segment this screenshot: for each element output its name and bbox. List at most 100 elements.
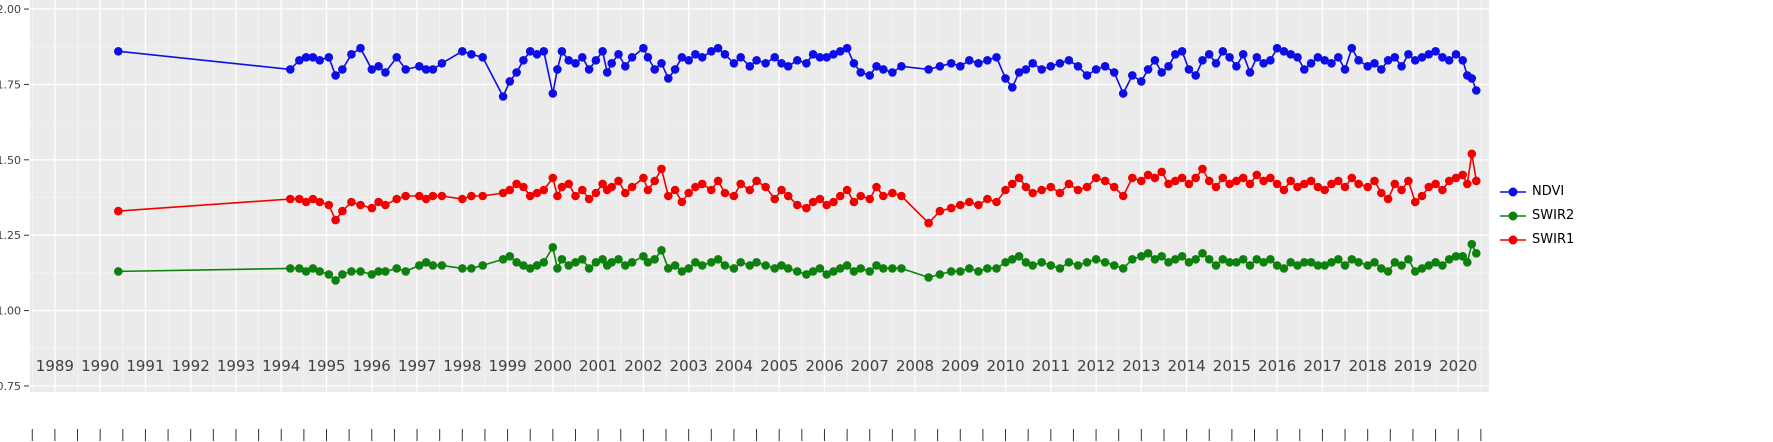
y-tick-label: 0.75 (0, 380, 21, 393)
data-point (512, 68, 521, 77)
data-point (1245, 179, 1255, 189)
data-point (1137, 77, 1146, 86)
data-point (1340, 261, 1350, 270)
data-point (1259, 59, 1268, 68)
data-point (367, 203, 377, 213)
data-point (1472, 86, 1481, 95)
data-point (1424, 50, 1434, 59)
data-point (822, 270, 831, 279)
data-point (1157, 167, 1166, 177)
data-point (308, 194, 318, 204)
data-point (1286, 258, 1295, 267)
data-point (356, 267, 365, 276)
data-point (571, 258, 580, 267)
data-point (761, 261, 770, 270)
data-point (657, 59, 666, 68)
data-point (614, 254, 623, 264)
data-point (1014, 251, 1024, 261)
data-point (621, 62, 630, 71)
data-point (1383, 267, 1393, 276)
data-point (935, 206, 945, 216)
data-point (1150, 254, 1160, 264)
data-point (553, 264, 562, 273)
data-point (650, 65, 659, 74)
data-point (1306, 176, 1316, 186)
data-point (578, 185, 587, 195)
data-point (324, 200, 334, 210)
data-point (539, 185, 549, 195)
data-point (1128, 173, 1137, 183)
data-point (849, 59, 859, 68)
data-point (338, 206, 347, 216)
data-point (1286, 50, 1295, 59)
data-point (553, 191, 562, 201)
data-point (1397, 261, 1406, 270)
data-point (428, 261, 438, 270)
legend-entry-swir1: SWIR1 (1499, 232, 1574, 248)
data-point (1118, 89, 1128, 98)
data-point (1225, 179, 1234, 189)
data-point (1410, 267, 1420, 276)
data-point (301, 53, 311, 62)
x-tick-label: 1998 (443, 357, 481, 375)
data-point (1245, 261, 1255, 270)
data-point (1073, 261, 1083, 270)
data-point (888, 68, 897, 77)
x-tick-label: 1995 (307, 357, 345, 375)
data-point (956, 62, 965, 71)
data-point (1424, 182, 1434, 192)
x-tick-label: 2002 (624, 357, 662, 375)
data-point (713, 254, 723, 264)
data-point (505, 77, 515, 86)
data-point (401, 267, 411, 276)
plot-panel (30, 0, 1489, 392)
data-point (1266, 173, 1275, 183)
data-point (1390, 179, 1400, 189)
data-point (548, 173, 558, 183)
data-point (1300, 179, 1309, 189)
data-point (897, 264, 906, 273)
data-point (639, 173, 648, 183)
data-point (1171, 50, 1180, 59)
data-point (729, 264, 739, 273)
data-point (736, 258, 745, 267)
series-ndvi (114, 43, 1481, 101)
data-point (1137, 251, 1146, 261)
x-tick-label: 2018 (1349, 357, 1387, 375)
data-point (879, 65, 888, 74)
data-point (974, 267, 983, 276)
data-point (783, 191, 793, 201)
data-point (1347, 173, 1357, 183)
data-point (591, 188, 601, 198)
data-point (1320, 261, 1329, 270)
data-point (664, 191, 673, 201)
data-point (1008, 83, 1017, 92)
data-point (849, 267, 859, 276)
data-point (650, 176, 659, 186)
data-point (598, 254, 607, 264)
data-point (1014, 68, 1024, 77)
x-tick-label: 2009 (941, 357, 979, 375)
x-tick-label: 2019 (1394, 357, 1432, 375)
data-point (983, 264, 992, 273)
data-point (1128, 71, 1137, 80)
data-point (1354, 258, 1363, 267)
data-point (1279, 264, 1289, 273)
data-point (1463, 179, 1472, 189)
data-point (1091, 65, 1101, 74)
x-tick-label: 2014 (1168, 357, 1206, 375)
data-point (1198, 249, 1207, 258)
data-point (614, 176, 623, 186)
data-point (1327, 258, 1336, 267)
data-point (1046, 182, 1056, 192)
x-tick-label: 2005 (760, 357, 798, 375)
data-point (1204, 254, 1214, 264)
data-point (802, 270, 811, 279)
data-point (1293, 53, 1302, 62)
data-point (478, 191, 488, 201)
data-point (571, 191, 580, 201)
data-point (621, 188, 630, 198)
data-point (458, 194, 467, 204)
data-point (793, 200, 802, 210)
data-point (584, 194, 594, 204)
